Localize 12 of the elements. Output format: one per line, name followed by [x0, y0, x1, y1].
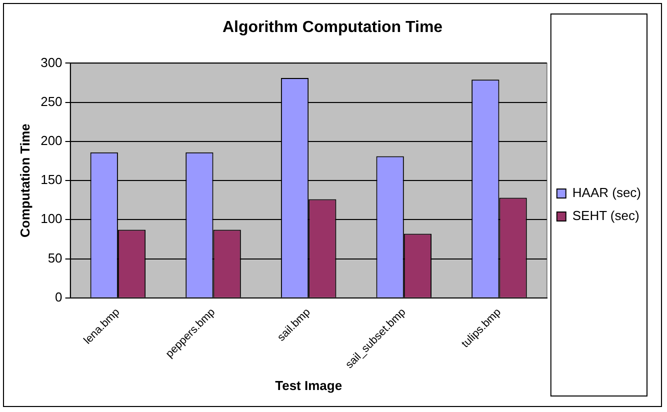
y-tick-label: 0	[55, 289, 62, 304]
x-axis-title: Test Image	[275, 378, 342, 393]
y-tick-label: 300	[40, 54, 62, 70]
legend-label: SEHT (sec)	[572, 208, 640, 224]
y-tick-label: 150	[40, 172, 62, 188]
chart-title: Algorithm Computation Time	[222, 19, 443, 36]
y-axis-title: Computation Time	[17, 124, 32, 238]
y-tick-label: 250	[40, 94, 62, 109]
y-tick-label: 50	[48, 250, 62, 266]
legend-label: HAAR (sec)	[572, 185, 642, 200]
y-tick-label: 100	[40, 211, 62, 226]
y-tick-label: 200	[40, 133, 62, 148]
